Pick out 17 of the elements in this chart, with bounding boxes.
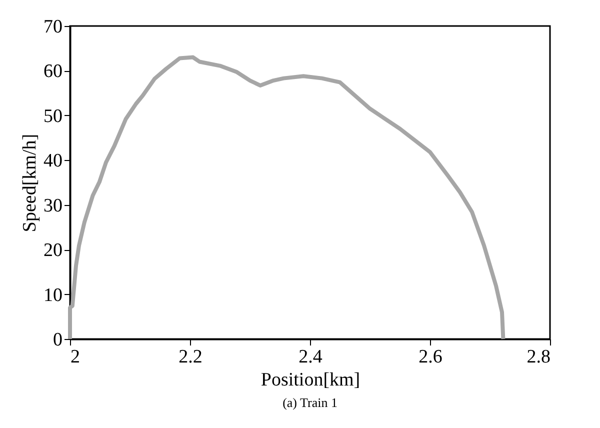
y-tick-label: 40 [44,150,62,172]
line-series [68,55,506,341]
x-tick-label: 2.8 [526,346,550,368]
y-tick-label: 60 [44,61,62,82]
x-tick-label: 2.6 [418,346,442,368]
y-axis-title: Speed[km/h] [20,134,40,232]
y-tick-label: 0 [53,330,62,350]
x-tick-label: 2 [70,346,80,368]
y-tick-label: 50 [44,106,62,127]
x-tick-label: 2.2 [178,346,202,368]
y-tick-label: 70 [44,16,62,38]
y-tick-label: 20 [44,240,62,262]
x-tick-label: 2.4 [298,346,323,368]
y-tick-label: 10 [44,284,62,306]
text: (a) Train 1 [282,395,338,410]
x-axis-title: Position[km] [260,370,360,390]
y-tick-label: 30 [44,195,62,216]
